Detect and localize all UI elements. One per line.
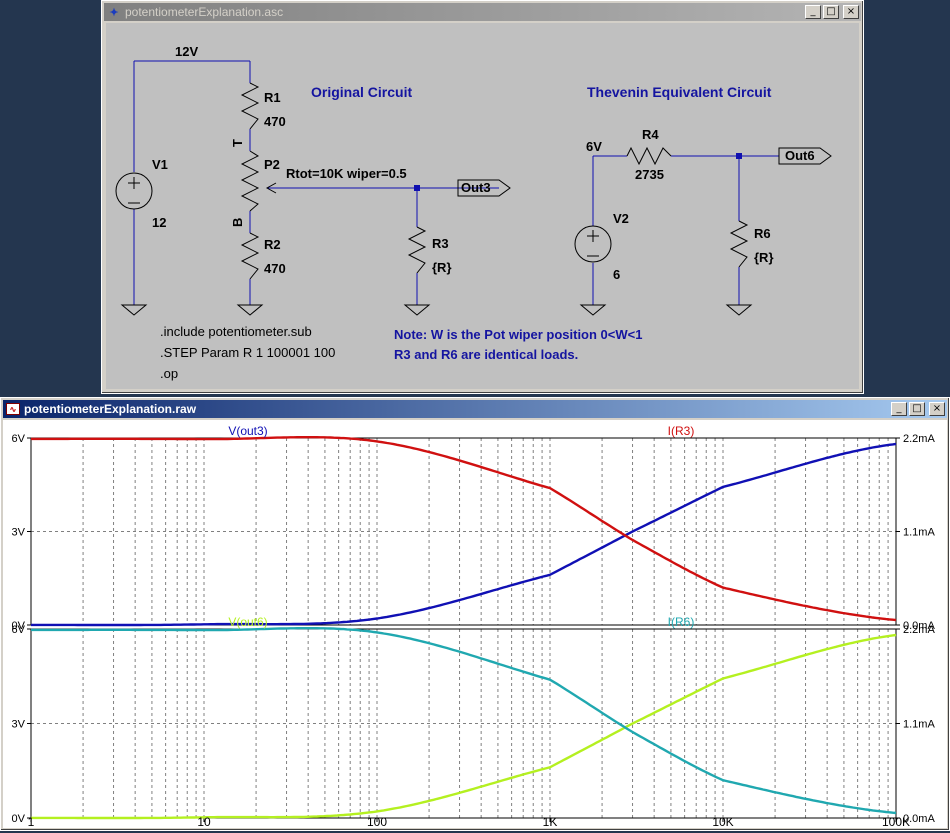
v1-name: V1 [152, 157, 168, 172]
close-button[interactable]: × [843, 5, 859, 19]
r1-value: 470 [264, 114, 286, 129]
plot-window-title: potentiometerExplanation.raw [24, 402, 197, 416]
r6-name: R6 [754, 226, 771, 241]
x-tick-label: 10K [712, 815, 733, 828]
waveform-app-icon[interactable]: ∿ [6, 403, 20, 415]
r2-value: 470 [264, 261, 286, 276]
x-tick-label: 100 [367, 815, 387, 828]
y-right-tick-label: 0.0mA [903, 620, 935, 632]
out3-label: Out3 [461, 180, 491, 195]
junction-dot [736, 153, 742, 159]
series-line-ir3 [31, 436, 897, 622]
plot-curves [31, 436, 897, 820]
schematic-titlebar[interactable]: ✦ potentiometerExplanation.asc _ □ × [104, 3, 861, 21]
heading-original-circuit: Original Circuit [311, 84, 412, 100]
r4-value: 2735 [635, 167, 664, 182]
series-line-vout6 [31, 633, 897, 820]
junction-dot [414, 185, 420, 191]
v2-value: 6 [613, 267, 620, 282]
x-tick-label: 10 [197, 815, 211, 828]
y-left-tick-label: 3V [12, 527, 26, 539]
note-line-2: R3 and R6 are identical loads. [394, 347, 578, 362]
pot-terminal-b: B [230, 218, 245, 227]
y-left-tick-label: 0V [12, 813, 26, 825]
v2-name: V2 [613, 211, 629, 226]
y-right-tick-label: 1.1mA [903, 719, 935, 731]
r3-value: {R} [432, 260, 452, 275]
x-tick-label: 1K [543, 815, 558, 828]
y-left-tick-label: 6V [12, 433, 26, 445]
schematic-canvas[interactable]: 12V R1 470 T P2 Rtot=10K wiper=0.5 B R2 … [106, 23, 859, 389]
y-right-tick-label: 2.2mA [903, 433, 935, 445]
maximize-button[interactable]: □ [909, 402, 925, 416]
plot-canvas[interactable]: 6V 3V 0V 2.2mA 1.1mA 0.0mA V(out3) I(R3) 6V 3V 0V 2… [3, 420, 947, 829]
x-tick-label: 100K [882, 815, 910, 828]
y-right-tick-label: 1.1mA [903, 527, 935, 539]
x-tick-label: 1 [28, 815, 35, 828]
minimize-button[interactable]: _ [891, 402, 907, 416]
r3-name: R3 [432, 236, 449, 251]
r2-name: R2 [264, 237, 281, 252]
out6-label: Out6 [785, 148, 815, 163]
plot-labels: 6V 3V 0V 2.2mA 1.1mA 0.0mA V(out3) I(R3) 6V 3V 0V 2… [12, 424, 936, 829]
p2-params: Rtot=10K wiper=0.5 [286, 166, 407, 181]
y-left-tick-label: 3V [12, 719, 26, 731]
v1-value: 12 [152, 215, 166, 230]
y-right-tick-label: 0.0mA [903, 813, 935, 825]
r4-name: R4 [642, 127, 659, 142]
y-left-tick-label: 6V [12, 624, 26, 636]
waveform-plot[interactable]: 6V 3V 0V 2.2mA 1.1mA 0.0mA V(out3) I(R3) 6V 3V 0V 2… [3, 420, 945, 829]
schematic-window-title: potentiometerExplanation.asc [125, 5, 284, 19]
schematic-app-icon[interactable]: ✦ [109, 6, 119, 19]
directive-op: .op [160, 366, 178, 381]
series-legend-label: V(out3) [228, 424, 267, 438]
note-line-1: Note: W is the Pot wiper position 0<W<1 [394, 327, 642, 342]
y-left-tick-label: 0V [12, 620, 26, 632]
r6-value: {R} [754, 250, 774, 265]
schematic-drawing: 12V R1 470 T P2 Rtot=10K wiper=0.5 B R2 … [115, 44, 832, 381]
series-line-ir6 [31, 627, 897, 815]
plot-titlebar[interactable]: ∿ potentiometerExplanation.raw _ □ × [3, 400, 947, 418]
plot-frames [27, 437, 900, 822]
directive-step: .STEP Param R 1 100001 100 [160, 345, 335, 360]
pot-terminal-t: T [230, 139, 245, 147]
y-right-tick-label: 2.2mA [903, 624, 935, 636]
close-button[interactable]: × [929, 402, 945, 416]
plot-grid [31, 438, 896, 818]
series-legend-label: I(R3) [668, 424, 695, 438]
minimize-button[interactable]: _ [805, 5, 821, 19]
series-line-vout3 [31, 442, 897, 627]
series-legend-label: I(R6) [668, 615, 695, 629]
heading-thevenin-circuit: Thevenin Equivalent Circuit [587, 84, 772, 100]
r1-name: R1 [264, 90, 281, 105]
series-legend-label: V(out6) [228, 615, 267, 629]
schematic-window: ✦ potentiometerExplanation.asc _ □ × [101, 0, 864, 394]
plot-window: ∿ potentiometerExplanation.raw _ □ × 6V 3… [0, 397, 950, 831]
p2-name: P2 [264, 157, 280, 172]
supply-label: 12V [175, 44, 198, 59]
directive-include: .include potentiometer.sub [160, 324, 312, 339]
maximize-button[interactable]: □ [823, 5, 839, 19]
v2-label: 6V [586, 139, 602, 154]
